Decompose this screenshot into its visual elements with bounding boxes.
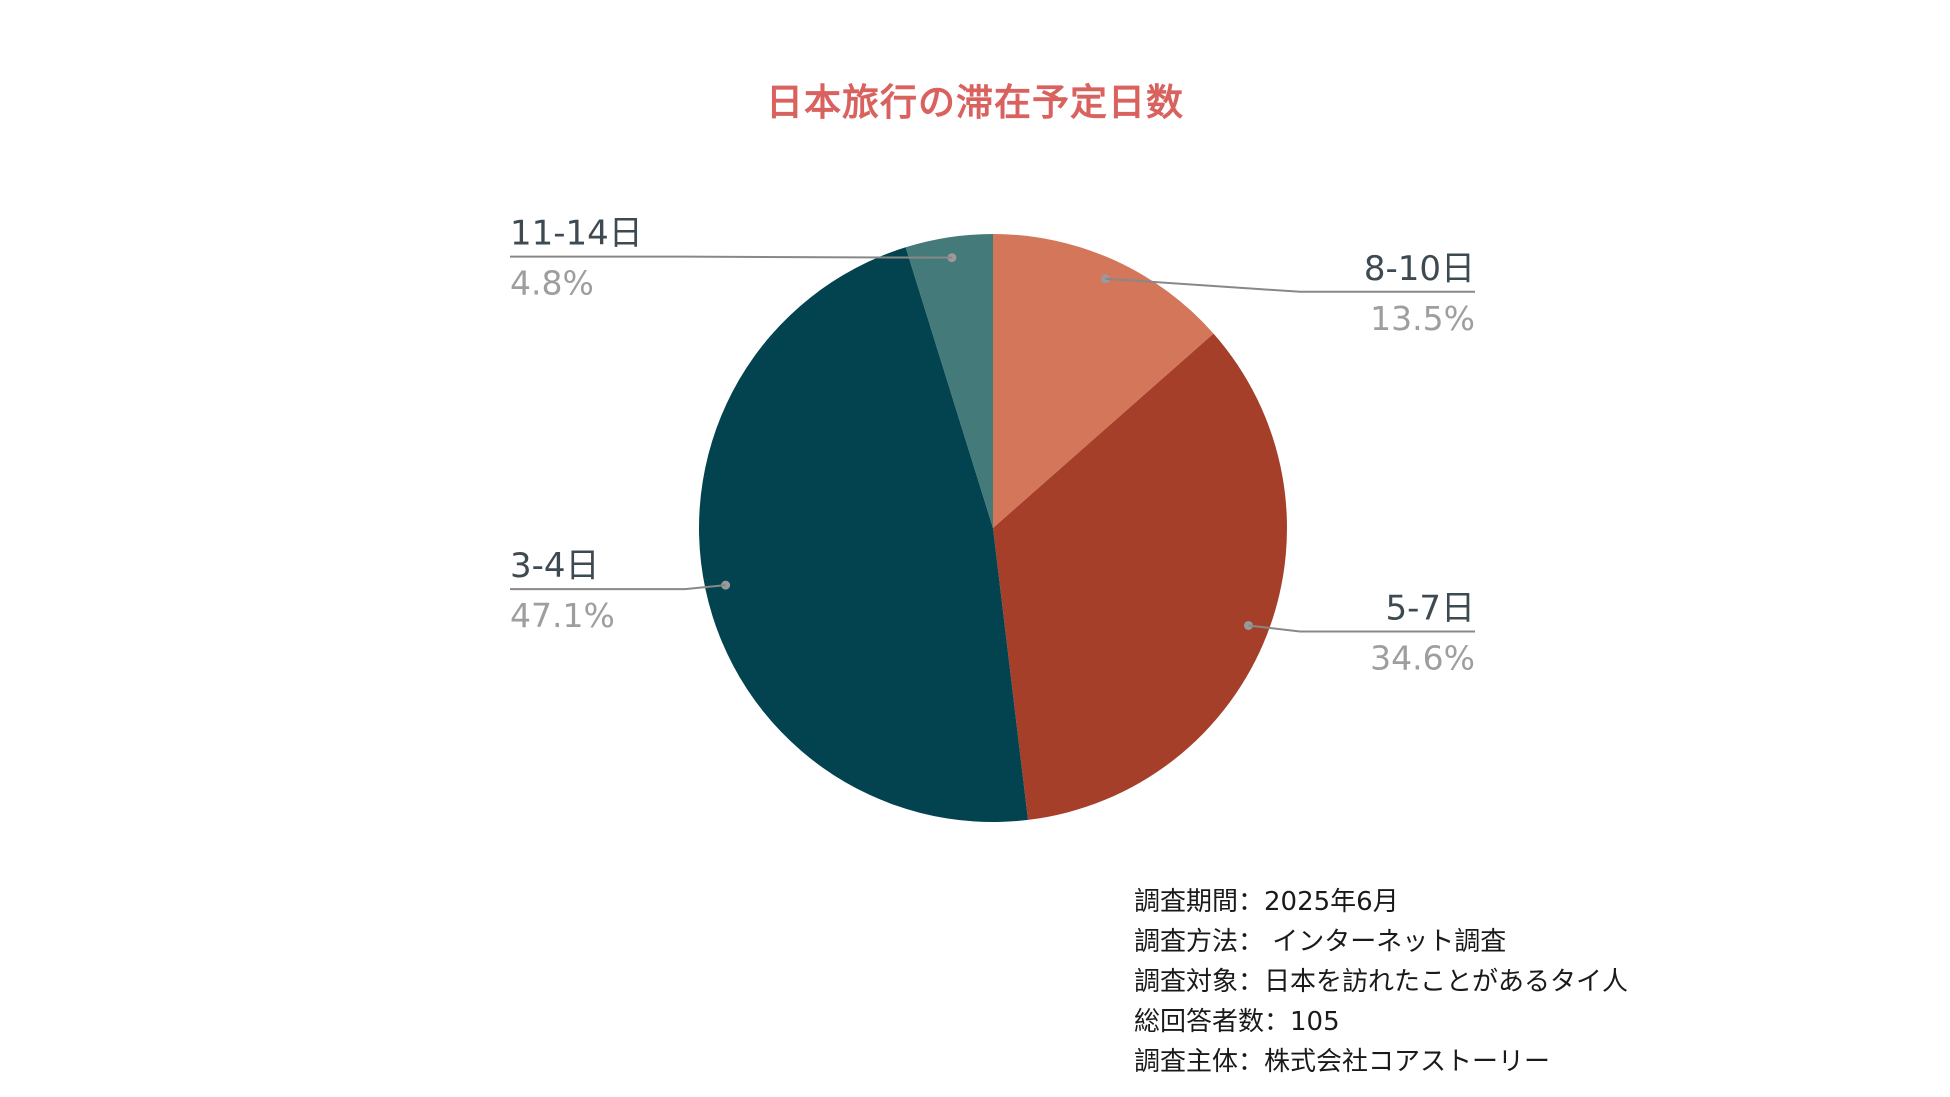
slice-label-3: 11-14日 <box>510 214 643 254</box>
slice-value-3: 4.8% <box>510 264 594 303</box>
leader-line-0 <box>1105 277 1475 293</box>
survey-note-target: 調査対象：日本を訪れたことがあるタイ人 <box>1134 967 1629 997</box>
pie-slice-3 <box>905 234 993 528</box>
pie-slice-1 <box>993 333 1288 820</box>
leader-line-2 <box>510 584 726 591</box>
pie-slice-0 <box>993 234 1214 528</box>
survey-notes: 調査期間：2025年6月 調査方法： インターネット調査 調査対象：日本を訪れた… <box>1134 882 1628 1082</box>
slice-value-2: 47.1% <box>510 596 615 635</box>
survey-note-period: 調査期間：2025年6月 <box>1134 887 1399 917</box>
survey-note-method: 調査方法： インターネット調査 <box>1134 927 1507 957</box>
survey-note-organizer: 調査主体：株式会社コアストーリー <box>1134 1047 1551 1077</box>
chart-title: 日本旅行の滞在予定日数 <box>766 81 1184 124</box>
slice-label-2: 3-4日 <box>510 546 600 586</box>
survey-note-respondents: 総回答者数：105 <box>1134 1007 1340 1037</box>
slice-value-0: 13.5% <box>1370 299 1475 338</box>
slice-label-0: 8-10日 <box>1364 249 1475 289</box>
pie-slice-2 <box>698 247 1029 822</box>
slice-label-1: 5-7日 <box>1385 588 1475 628</box>
pie-slices <box>698 234 1288 822</box>
leader-line-3 <box>510 255 952 259</box>
leader-line-1 <box>1248 624 1475 633</box>
slice-value-1: 34.6% <box>1370 638 1475 677</box>
pie-leader-lines <box>510 253 1475 633</box>
pie-labels: 8-10日 13.5% 5-7日 34.6% 3-4日 47.1% 11-14日 4.8% <box>510 214 1475 678</box>
